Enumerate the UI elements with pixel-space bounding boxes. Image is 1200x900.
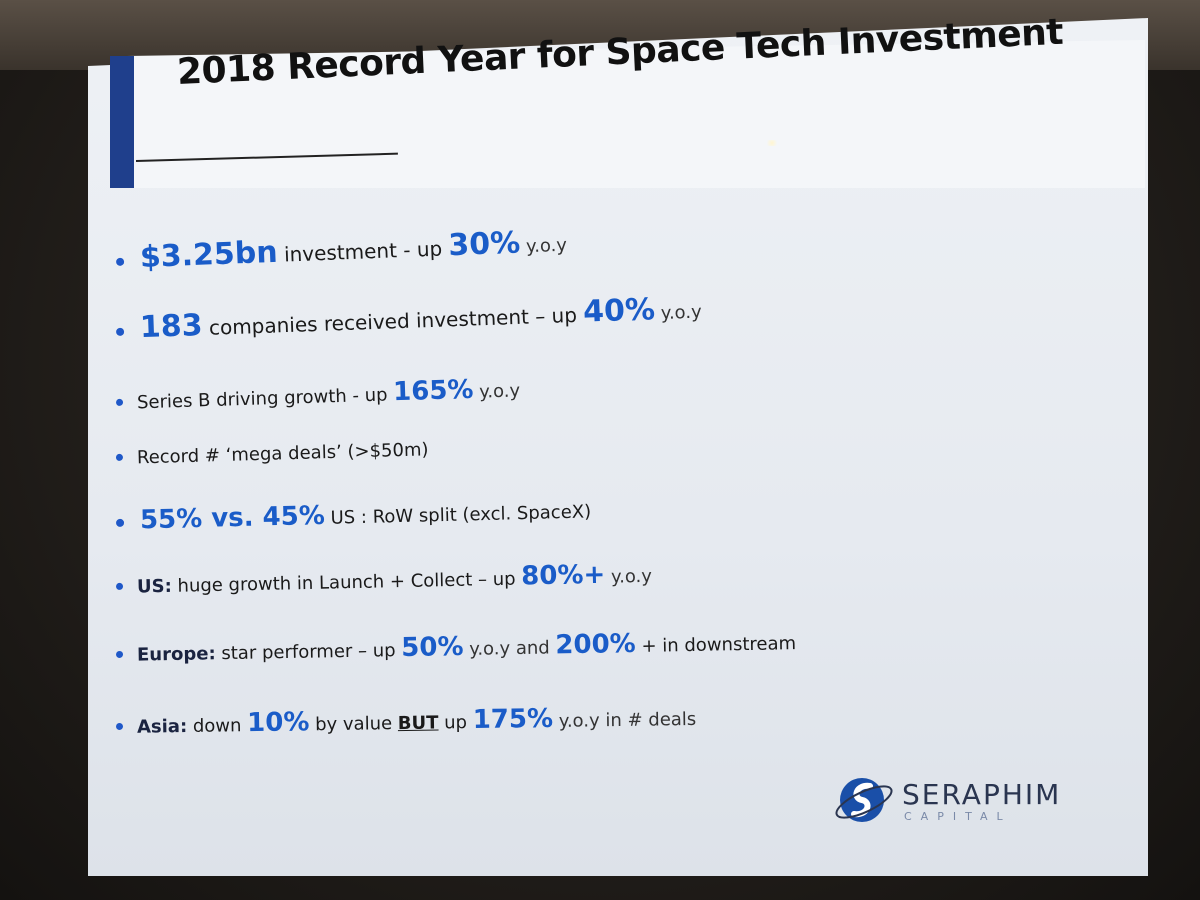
bullet-label: Europe: — [136, 643, 216, 666]
bullet-text: by value — [309, 713, 398, 736]
bullet-highlight: 183 — [139, 307, 204, 346]
bullet-text: y.o.y — [654, 301, 703, 325]
bullet-item: Asia: down 10% by value BUT up 175% y.o.… — [115, 703, 697, 739]
bullet-highlight: 200% — [555, 628, 636, 661]
bullet-highlight: $3.25bn — [139, 234, 279, 276]
bullet-text: + in downstream — [635, 633, 797, 657]
bullet-text: y.o.y — [473, 380, 521, 403]
bullet-highlight: 165% — [392, 374, 474, 408]
bullet-text: star performer – up — [215, 640, 402, 665]
light-reflection — [765, 140, 779, 146]
bullet-dot — [115, 398, 124, 406]
bullet-highlight: 175% — [472, 703, 554, 736]
bullet-text: huge growth in Launch + Collect – up — [171, 568, 522, 597]
seraphim-logo-icon — [835, 778, 893, 822]
bullet-item: 183 companies received investment – up 4… — [115, 292, 703, 346]
bullet-item: Europe: star performer – up 50% y.o.y an… — [115, 628, 797, 666]
slide-header-band — [110, 40, 1145, 188]
logo-subtitle: CAPITAL — [904, 810, 1012, 823]
bullet-highlight: 80%+ — [520, 559, 606, 592]
bullet-text: y.o.y in # deals — [552, 708, 697, 732]
bullet-text: investment - up — [277, 236, 449, 267]
bullet-label: Asia: — [136, 716, 188, 738]
bullet-text: y.o.y and — [463, 637, 556, 660]
bullet-item: 55% vs. 45% US : RoW split (excl. SpaceX… — [115, 496, 592, 536]
bullet-emphasis: BUT — [397, 712, 439, 735]
bullet-item: Record # ‘mega deals’ (>$50m) — [115, 439, 429, 469]
bullet-highlight: 55% vs. 45% — [139, 500, 326, 536]
seraphim-logo: SERAPHIM CAPITAL — [832, 768, 1092, 832]
logo-wordmark: SERAPHIM — [902, 778, 1062, 811]
bullet-dot — [115, 518, 125, 527]
bullet-dot — [115, 453, 124, 461]
bullet-highlight: 40% — [582, 292, 656, 330]
bullet-text: up — [438, 712, 473, 734]
bullet-highlight: 50% — [401, 631, 464, 664]
bullet-dot — [115, 582, 124, 590]
bullet-dot — [115, 257, 125, 266]
bullet-item: Series B driving growth - up 165% y.o.y — [115, 374, 521, 414]
bullet-dot — [115, 650, 124, 658]
bullet-text: US : RoW split (excl. SpaceX) — [324, 501, 592, 529]
bullet-text: down — [187, 715, 248, 738]
header-accent-bar — [110, 56, 134, 188]
bullet-dot — [115, 327, 125, 336]
bullet-text: y.o.y — [519, 234, 568, 258]
bullet-text: Series B driving growth - up — [136, 384, 394, 414]
bullet-item: $3.25bn investment - up 30% y.o.y — [115, 225, 568, 276]
bullet-item: US: huge growth in Launch + Collect – up… — [115, 559, 653, 598]
bullet-text: Record # ‘mega deals’ (>$50m) — [136, 439, 429, 469]
bullet-label: US: — [136, 575, 173, 598]
bullet-highlight: 30% — [447, 225, 521, 264]
bullet-text: y.o.y — [605, 565, 653, 588]
bullet-text: companies received investment – up — [202, 302, 584, 340]
bullet-highlight: 10% — [246, 707, 310, 739]
bullet-dot — [115, 722, 124, 730]
